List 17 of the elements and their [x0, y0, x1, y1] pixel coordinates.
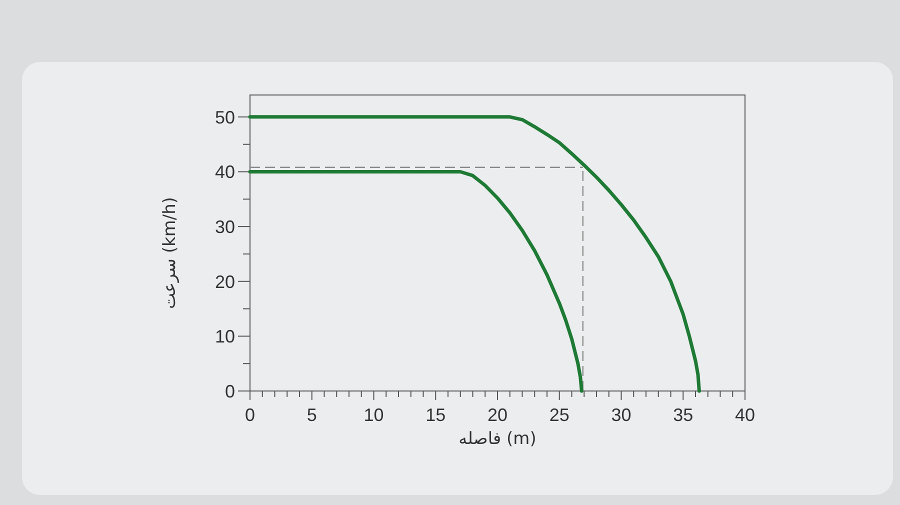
y-tick-label: 50 — [214, 107, 235, 128]
y-tick-label: 0 — [224, 382, 235, 402]
x-tick-label: 5 — [306, 405, 317, 425]
x-tick-label: 15 — [426, 405, 446, 425]
y-axis-title: سرعت (km/h) — [160, 196, 180, 310]
x-tick-label: 30 — [611, 405, 632, 425]
y-tick-label: 40 — [214, 162, 235, 182]
x-tick-label: 40 — [734, 405, 756, 425]
x-tick-label: 35 — [673, 405, 694, 425]
x-tick-label: 25 — [549, 405, 570, 425]
x-axis-title: فاصله (m) — [458, 429, 536, 449]
y-tick-label: 20 — [214, 272, 235, 292]
y-tick-label: 10 — [214, 326, 235, 347]
x-tick-label: 20 — [487, 405, 508, 425]
y-tick-label: 30 — [214, 217, 235, 238]
x-tick-label: 10 — [364, 405, 384, 425]
x-tick-label: 0 — [244, 405, 256, 425]
